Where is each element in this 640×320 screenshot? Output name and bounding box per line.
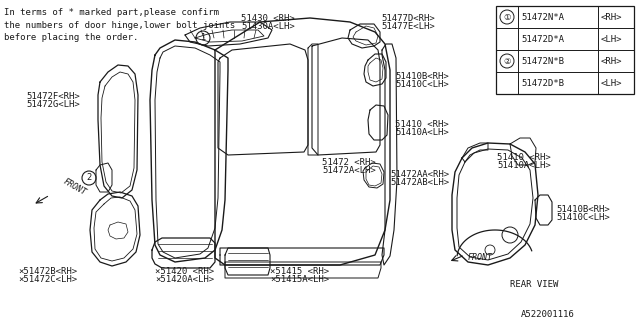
Text: 51472D*A: 51472D*A: [521, 35, 564, 44]
Text: A522001116: A522001116: [521, 310, 575, 319]
Text: ×51420 <RH>: ×51420 <RH>: [155, 267, 214, 276]
Text: 51410B<RH>: 51410B<RH>: [556, 205, 610, 214]
Text: 51472D*B: 51472D*B: [521, 78, 564, 87]
Text: ×51472B<RH>: ×51472B<RH>: [18, 267, 77, 276]
Text: FRONT: FRONT: [62, 177, 88, 197]
Text: 51472 <RH>: 51472 <RH>: [322, 158, 376, 167]
Text: ×51472C<LH>: ×51472C<LH>: [18, 275, 77, 284]
Text: 51472A<LH>: 51472A<LH>: [322, 166, 376, 175]
Text: 51477D<RH>: 51477D<RH>: [381, 14, 435, 23]
Text: 51410 <RH>: 51410 <RH>: [497, 153, 551, 162]
Text: 51472N*A: 51472N*A: [521, 12, 564, 21]
Text: ②: ②: [503, 57, 511, 66]
Text: 51410B<RH>: 51410B<RH>: [395, 72, 449, 81]
Text: ×51420A<LH>: ×51420A<LH>: [155, 275, 214, 284]
Text: <RH>: <RH>: [601, 12, 623, 21]
Text: 51410C<LH>: 51410C<LH>: [395, 80, 449, 89]
Text: FRONT: FRONT: [468, 252, 493, 261]
Text: 51477E<LH>: 51477E<LH>: [381, 22, 435, 31]
Text: REAR VIEW: REAR VIEW: [510, 280, 558, 289]
Text: In terms of * marked part,please confirm
the numbers of door hinge,lower bolt jo: In terms of * marked part,please confirm…: [4, 8, 235, 42]
Text: 51410C<LH>: 51410C<LH>: [556, 213, 610, 222]
Text: 51410A<LH>: 51410A<LH>: [395, 128, 449, 137]
Text: 51410A<LH>: 51410A<LH>: [497, 161, 551, 170]
Text: 51472AB<LH>: 51472AB<LH>: [390, 178, 449, 187]
Text: 2: 2: [86, 173, 92, 182]
Text: 51472G<LH>: 51472G<LH>: [26, 100, 80, 109]
Text: <LH>: <LH>: [601, 78, 623, 87]
Text: ×51415A<LH>: ×51415A<LH>: [270, 275, 329, 284]
Text: 51430A<LH>: 51430A<LH>: [241, 22, 295, 31]
Text: ①: ①: [503, 12, 511, 21]
Bar: [496, 6, 634, 94]
Text: <LH>: <LH>: [601, 35, 623, 44]
Text: ×51415 <RH>: ×51415 <RH>: [270, 267, 329, 276]
Text: 51472F<RH>: 51472F<RH>: [26, 92, 80, 101]
Text: 51472AA<RH>: 51472AA<RH>: [390, 170, 449, 179]
Text: 51430 <RH>: 51430 <RH>: [241, 14, 295, 23]
Text: <RH>: <RH>: [601, 57, 623, 66]
Text: 1: 1: [200, 34, 205, 43]
Text: 51472N*B: 51472N*B: [521, 57, 564, 66]
Text: 51410 <RH>: 51410 <RH>: [395, 120, 449, 129]
